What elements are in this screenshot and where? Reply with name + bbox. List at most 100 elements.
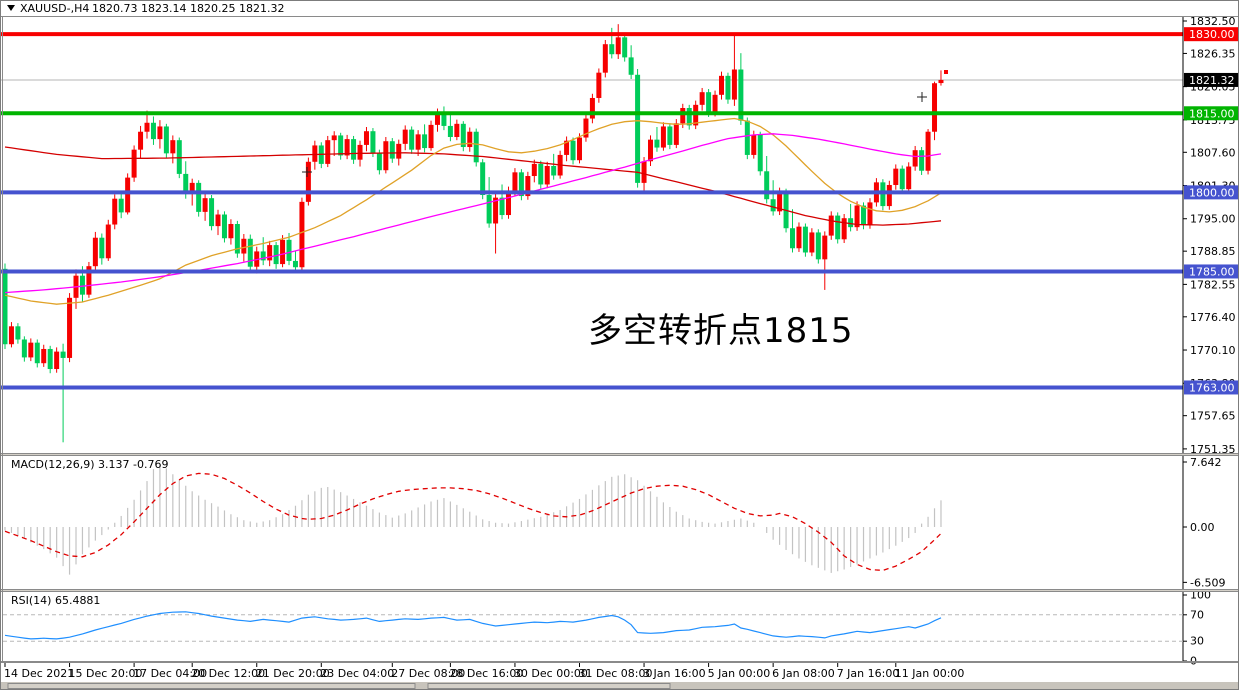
candle-body-down bbox=[99, 237, 105, 259]
candle-body-up bbox=[157, 126, 163, 140]
candle-body-down bbox=[764, 171, 770, 200]
candle-body-up bbox=[731, 69, 737, 100]
candle-body-up bbox=[383, 141, 389, 171]
price-badge bbox=[1184, 106, 1238, 121]
candle-body-down bbox=[622, 37, 628, 58]
candle-body-up bbox=[841, 218, 847, 240]
candle-body-up bbox=[809, 232, 815, 253]
candle-body-down bbox=[183, 173, 189, 194]
candle-body-down bbox=[260, 251, 266, 261]
candle-body-up bbox=[867, 202, 873, 226]
scrollbar-thumb[interactable] bbox=[7, 683, 416, 689]
candle-body-up bbox=[699, 92, 705, 105]
price-badge-label: 1815.00 bbox=[1189, 107, 1235, 120]
candle-body-down bbox=[163, 126, 169, 154]
candle-body-down bbox=[725, 75, 731, 100]
candle-body-down bbox=[499, 197, 505, 216]
candle-body-up bbox=[932, 83, 938, 132]
candle-body-down bbox=[15, 326, 21, 340]
candle-body-up bbox=[938, 79, 944, 84]
panel-splitter[interactable] bbox=[0, 589, 1239, 592]
candle-body-up bbox=[144, 122, 150, 132]
candle-body-up bbox=[777, 191, 783, 212]
ma-long-magenta bbox=[4, 133, 942, 294]
price-tick-label: 1788.85 bbox=[1190, 245, 1236, 258]
candle-body-up bbox=[325, 140, 331, 164]
candle-body-up bbox=[925, 131, 931, 171]
time-tick-label: 14 Dec 2021 bbox=[4, 667, 74, 680]
candle-body-up bbox=[906, 166, 912, 190]
candle-body-down bbox=[209, 198, 215, 227]
candle-body-up bbox=[8, 326, 14, 345]
rsi-panel: 10070300 bbox=[3, 589, 1211, 668]
candle-body-down bbox=[441, 114, 447, 126]
time-tick-label: 20 Dec 12:00 bbox=[191, 667, 265, 680]
candle-body-up bbox=[241, 238, 247, 254]
price-badge bbox=[1184, 185, 1238, 200]
candle-body-down bbox=[480, 162, 486, 196]
price-tick-label: 1782.55 bbox=[1190, 278, 1236, 291]
candle-body-up bbox=[202, 198, 208, 212]
macd-tick-label: 7.642 bbox=[1190, 456, 1222, 469]
candle-body-down bbox=[757, 134, 763, 172]
candle-body-down bbox=[551, 166, 557, 176]
rsi-tick-label: 30 bbox=[1190, 635, 1204, 648]
rsi-line bbox=[4, 611, 942, 640]
scrollbar-thumb[interactable] bbox=[427, 683, 671, 689]
candle-body-up bbox=[189, 182, 195, 194]
panel-frames bbox=[0, 16, 1239, 663]
candle-body-down bbox=[460, 123, 466, 148]
price-badge bbox=[1184, 264, 1238, 279]
candle-body-up bbox=[828, 215, 834, 236]
candle-body-down bbox=[609, 44, 615, 55]
candle-body-up bbox=[893, 168, 899, 185]
annotation-text[interactable]: 多空转折点1815 bbox=[588, 311, 854, 351]
candle-body-up bbox=[357, 144, 363, 160]
time-tick-label: 5 Jan 00:00 bbox=[708, 667, 771, 680]
candle-body-up bbox=[602, 44, 608, 73]
price-tick-label: 1826.35 bbox=[1190, 47, 1236, 60]
candle-body-down bbox=[654, 139, 660, 148]
candle-body-up bbox=[660, 126, 666, 148]
candle-body-up bbox=[454, 123, 460, 138]
candle-body-down bbox=[518, 172, 524, 197]
candle-body-down bbox=[118, 198, 124, 213]
candle-body-up bbox=[41, 348, 47, 364]
candle-body-up bbox=[583, 118, 589, 138]
price-tick-label: 1751.35 bbox=[1190, 443, 1236, 456]
candle-body-up bbox=[512, 172, 518, 191]
candle-body-down bbox=[247, 238, 253, 267]
candle-body-up bbox=[673, 123, 679, 145]
candle-body-down bbox=[848, 218, 854, 228]
candle-body-down bbox=[770, 199, 776, 212]
candle-body-down bbox=[150, 122, 156, 140]
rsi-tick-label: 70 bbox=[1190, 608, 1204, 621]
candle-body-down bbox=[351, 139, 357, 160]
time-tick-label: 28 Dec 16:00 bbox=[449, 667, 523, 680]
panel-splitter[interactable] bbox=[0, 453, 1239, 456]
time-tick-label: 27 Dec 08:00 bbox=[391, 667, 465, 680]
candle-body-up bbox=[299, 201, 305, 268]
candle-body-down bbox=[273, 245, 279, 265]
candle-body-up bbox=[576, 137, 582, 161]
price-tick-label: 1807.60 bbox=[1190, 146, 1236, 159]
candle-body-down bbox=[376, 152, 382, 171]
symbol-collapse-icon[interactable] bbox=[7, 5, 15, 11]
candle-body-down bbox=[60, 351, 66, 358]
time-tick-label: 7 Jan 16:00 bbox=[837, 667, 900, 680]
candle-body-up bbox=[170, 140, 176, 154]
time-tick-label: 31 Dec 08:00 bbox=[578, 667, 652, 680]
candle-body-up bbox=[86, 266, 92, 295]
main-price-panel bbox=[0, 24, 1183, 443]
candle-body-up bbox=[615, 37, 621, 55]
candle-body-up bbox=[363, 131, 369, 145]
candle-body-up bbox=[886, 184, 892, 207]
candle-body-up bbox=[544, 166, 550, 185]
candle-body-up bbox=[680, 108, 686, 124]
candle-body-up bbox=[596, 72, 602, 98]
candle-body-up bbox=[641, 161, 647, 183]
time-tick-label: 21 Dec 20:00 bbox=[256, 667, 330, 680]
candle-body-up bbox=[267, 245, 273, 261]
